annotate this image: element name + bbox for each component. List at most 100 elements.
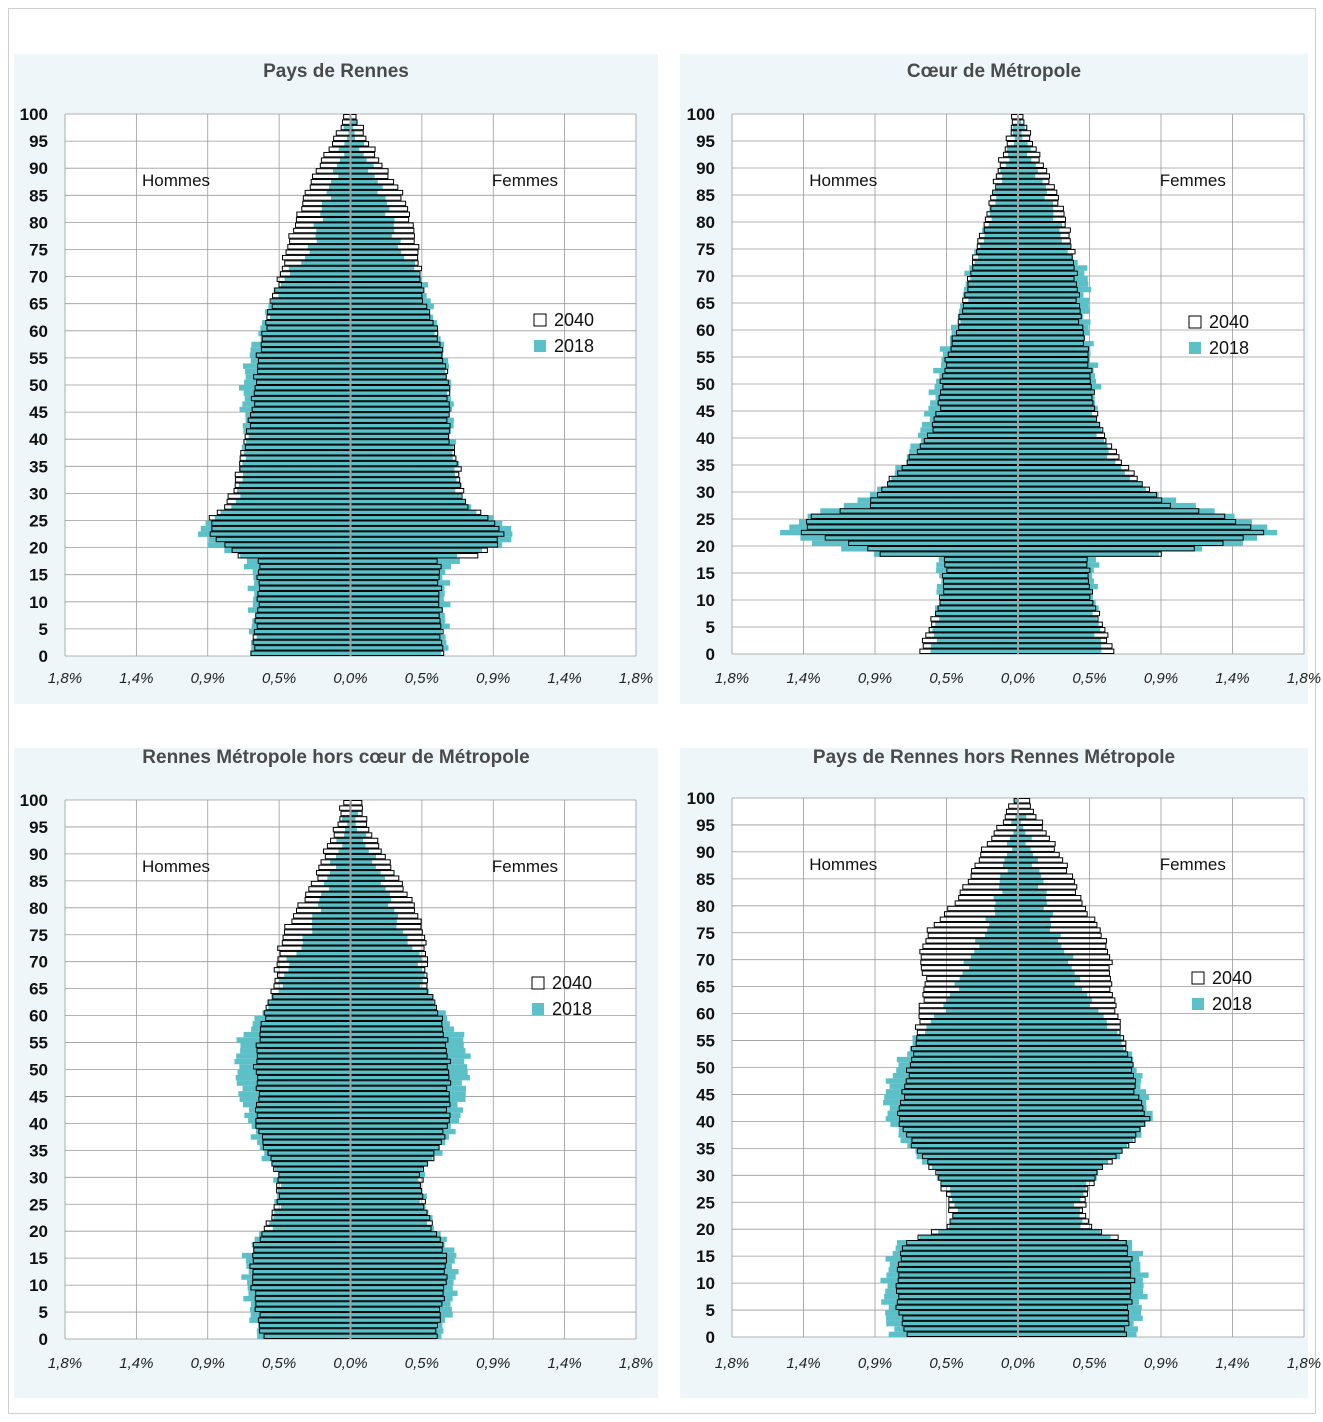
x-tick-label: 0,5% (262, 670, 296, 687)
y-tick-label: 75 (696, 240, 715, 259)
bar-2018-female (350, 509, 477, 516)
y-tick-label: 70 (29, 268, 48, 287)
bar-2018-female (350, 618, 446, 624)
y-tick-label: 85 (29, 872, 48, 891)
bar-2018-male (885, 1310, 1018, 1316)
x-tick-label: 1,4% (786, 1355, 820, 1372)
x-tick-label: 0,9% (858, 1355, 892, 1372)
bar-2018-male (974, 259, 1018, 266)
legend-swatch-2018 (532, 1003, 544, 1015)
bar-2018-male (926, 1024, 1018, 1030)
bar-2018-male (242, 471, 351, 478)
bar-2018-female (350, 520, 503, 527)
bar-2018-male (1013, 830, 1018, 836)
bar-2018-female (350, 1161, 429, 1167)
bar-2018-male (949, 1223, 1018, 1230)
bar-2018-male (246, 558, 351, 564)
bar-2018-male (1000, 168, 1018, 174)
bar-2018-female (350, 1021, 450, 1027)
bar-2018-male (883, 1099, 1018, 1106)
bar-2018-female (350, 363, 449, 369)
bar-2018-male (931, 1164, 1018, 1171)
y-tick-label: 30 (29, 1168, 48, 1187)
bar-2018-male (984, 932, 1018, 939)
y-tick-label: 5 (39, 1303, 48, 1322)
bar-2018-female (1018, 643, 1102, 649)
y-tick-label: 60 (696, 1005, 715, 1024)
bar-2018-female (1018, 1299, 1139, 1305)
y-tick-label: 25 (696, 510, 715, 529)
bar-2018-male (1013, 141, 1018, 147)
bar-2018-female (1018, 873, 1042, 879)
bar-2018-female (350, 574, 443, 581)
x-tick-label: 1,8% (715, 670, 749, 687)
bar-2018-male (281, 1204, 351, 1210)
x-tick-label: 0,5% (929, 670, 963, 687)
bar-2018-female (350, 303, 434, 310)
bar-2018-male (321, 206, 351, 212)
bar-2018-male (959, 986, 1018, 993)
legend-label-2040: 2040 (1209, 312, 1249, 332)
bar-2018-female (1018, 1310, 1142, 1316)
bar-2018-female (1018, 319, 1091, 325)
bar-2018-male (949, 1186, 1018, 1192)
y-tick-label: 45 (696, 1085, 715, 1104)
bar-2018-female (1018, 367, 1094, 374)
bar-2018-male (949, 992, 1018, 998)
bar-2018-female (1018, 1272, 1149, 1278)
bar-2018-female (350, 271, 419, 277)
y-tick-label: 60 (29, 1007, 48, 1026)
bar-2018-female (350, 444, 454, 451)
bar-2018-female (350, 1015, 448, 1022)
bar-2018-female (350, 276, 422, 283)
bar-2018-male (857, 497, 1018, 503)
bar-2018-male (935, 610, 1018, 617)
bar-2018-male (1004, 857, 1018, 863)
bar-2018-male (248, 1118, 351, 1124)
bar-2018-female (1018, 222, 1062, 228)
bar-2018-male (239, 406, 351, 413)
bar-2018-male (282, 983, 351, 989)
bar-2018-female (350, 1295, 453, 1302)
bar-2018-female (1018, 970, 1075, 976)
bar-2018-male (301, 260, 351, 266)
bar-2018-male (243, 1031, 351, 1038)
y-tick-label: 75 (696, 924, 715, 943)
bar-2018-female (1018, 227, 1060, 233)
bar-2018-male (989, 205, 1018, 212)
y-tick-label: 75 (29, 926, 48, 945)
bar-2018-female (350, 591, 445, 597)
bar-2018-male (910, 443, 1018, 449)
bar-2018-female (1018, 648, 1102, 655)
bar-2018-male (962, 292, 1018, 298)
bar-2018-male (338, 848, 351, 854)
bar-2018-female (350, 956, 422, 962)
bar-2018-female (350, 569, 446, 575)
bar-2018-female (1018, 432, 1097, 439)
population-pyramid-panel: Rennes Métropole hors cœur de Métropole 0… (14, 747, 658, 1398)
bar-2018-male (250, 1312, 351, 1318)
y-tick-label: 85 (29, 186, 48, 205)
bar-2018-male (843, 502, 1018, 509)
bar-2018-male (963, 959, 1018, 966)
bar-2018-male (249, 1317, 351, 1323)
chart-title: Pays de Rennes (263, 61, 409, 82)
bar-2018-female (350, 601, 451, 608)
bar-2018-female (1018, 524, 1268, 530)
bar-2018-male (800, 535, 1018, 541)
legend-label-2040: 2040 (1212, 968, 1252, 988)
bar-2018-female (1018, 184, 1046, 190)
bar-2018-female (350, 119, 358, 125)
bar-2018-female (1018, 286, 1092, 293)
bar-2018-male (260, 336, 351, 342)
bar-2018-female (350, 897, 392, 903)
bar-2018-female (350, 124, 354, 131)
bar-2018-female (350, 547, 483, 554)
bar-2018-female (350, 146, 360, 153)
bar-2018-male (965, 281, 1018, 287)
bar-2018-female (1018, 195, 1045, 201)
y-tick-label: 10 (29, 593, 48, 612)
bar-2018-female (350, 994, 433, 1000)
bar-2018-male (947, 997, 1018, 1003)
